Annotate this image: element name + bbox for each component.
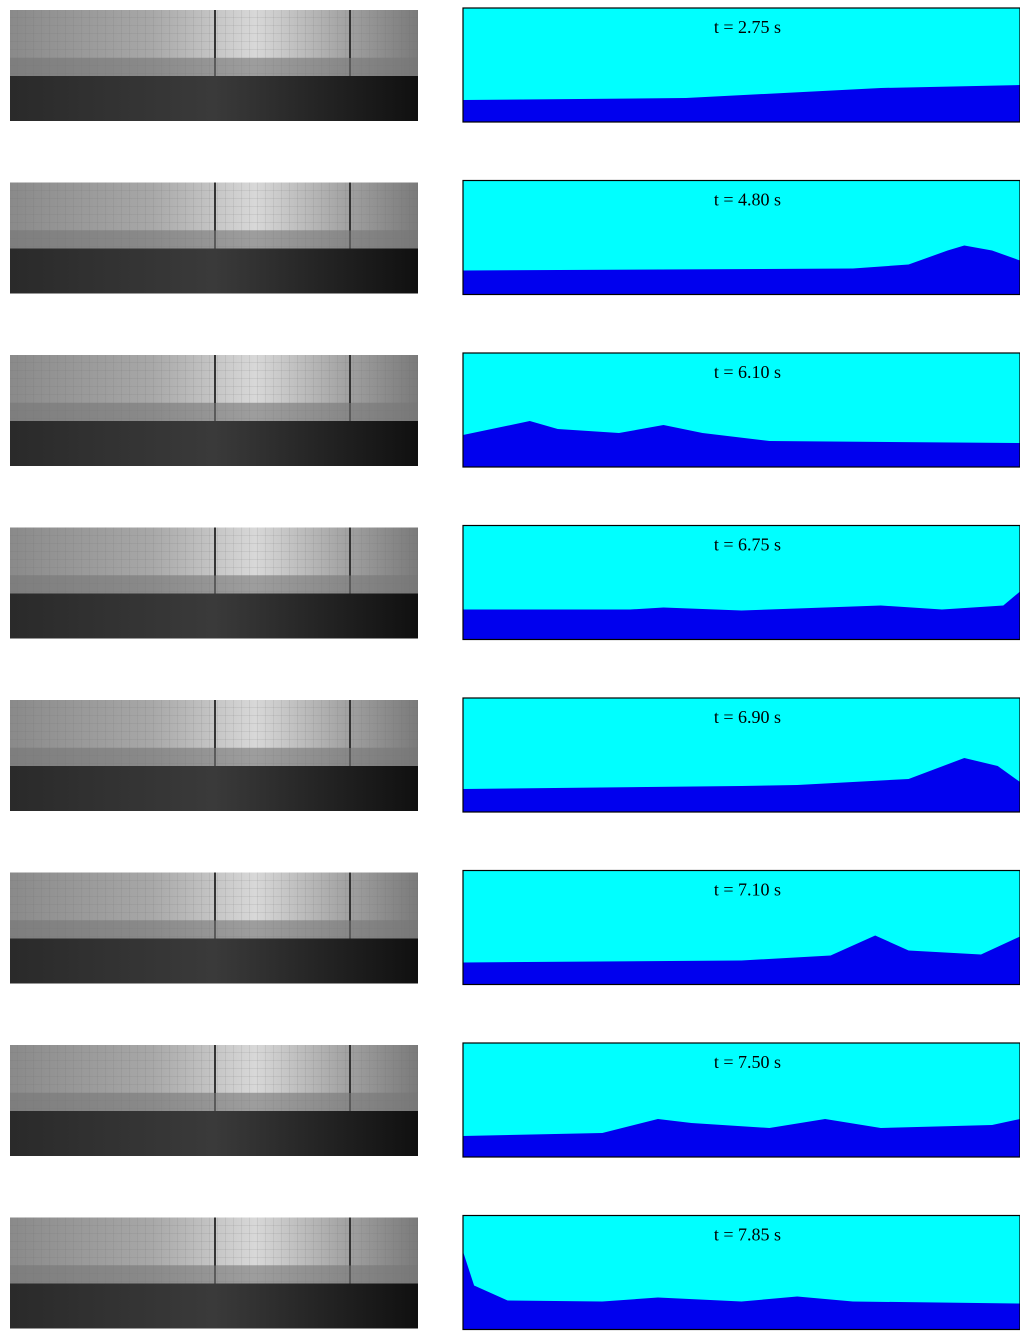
simulation-panel: t = 7.85 s — [462, 1214, 1020, 1331]
time-label: t = 6.10 s — [714, 362, 781, 382]
panel-border — [462, 524, 1020, 641]
photo-tank-floor — [10, 920, 418, 939]
time-label: t = 7.50 s — [714, 1052, 781, 1072]
water-region — [463, 935, 1020, 985]
water-region — [463, 1251, 1020, 1330]
experiment-photo — [10, 355, 418, 466]
simulation-panel: t = 7.50 s — [462, 1042, 1020, 1158]
panel-border — [462, 697, 1020, 813]
panel-border — [462, 869, 1020, 986]
photo-tank-floor — [10, 403, 418, 421]
simulation-panel: t = 6.10 s — [462, 352, 1020, 468]
simulation-panel: t = 2.75 s — [462, 7, 1020, 123]
experiment-photo — [10, 10, 418, 121]
water-region — [463, 758, 1020, 812]
panel-border — [462, 1214, 1020, 1331]
photo-tank-floor — [10, 230, 418, 249]
simulation-panel: t = 6.90 s — [462, 697, 1020, 813]
photo-base — [10, 1283, 418, 1329]
photo-tank-floor — [10, 1093, 418, 1111]
panel-border — [462, 352, 1020, 468]
time-label: t = 7.10 s — [714, 880, 781, 900]
time-label: t = 7.85 s — [714, 1225, 781, 1245]
photo-base — [10, 248, 418, 294]
water-region — [463, 591, 1020, 640]
experiment-photo — [10, 1217, 418, 1329]
experiment-photo — [10, 182, 418, 294]
experiment-photo — [10, 700, 418, 811]
photo-tank-floor — [10, 1265, 418, 1284]
water-region — [463, 85, 1020, 122]
photo-tank-floor — [10, 748, 418, 766]
simulation-panel: t = 7.10 s — [462, 869, 1020, 986]
photo-tank-floor — [10, 575, 418, 594]
simulation-panel: t = 4.80 s — [462, 179, 1020, 296]
panel-border — [462, 179, 1020, 296]
panel-border — [462, 1042, 1020, 1158]
photo-base — [10, 76, 418, 121]
experiment-photo — [10, 527, 418, 639]
photo-tank-floor — [10, 58, 418, 76]
panel-border — [462, 7, 1020, 123]
time-label: t = 4.80 s — [714, 190, 781, 210]
time-label: t = 2.75 s — [714, 17, 781, 37]
photo-base — [10, 593, 418, 639]
photo-base — [10, 938, 418, 984]
photo-base — [10, 766, 418, 811]
water-region — [463, 421, 1020, 467]
simulation-panel: t = 6.75 s — [462, 524, 1020, 641]
photo-base — [10, 421, 418, 466]
experiment-photo — [10, 872, 418, 984]
water-region — [463, 245, 1020, 295]
experiment-photo — [10, 1045, 418, 1156]
photo-base — [10, 1111, 418, 1156]
time-label: t = 6.90 s — [714, 707, 781, 727]
time-label: t = 6.75 s — [714, 535, 781, 555]
water-region — [463, 1119, 1020, 1157]
